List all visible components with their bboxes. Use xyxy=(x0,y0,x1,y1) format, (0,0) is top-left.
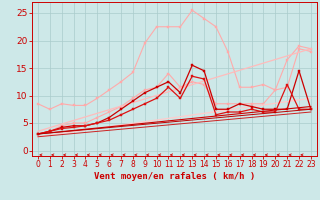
X-axis label: Vent moyen/en rafales ( km/h ): Vent moyen/en rafales ( km/h ) xyxy=(94,172,255,181)
